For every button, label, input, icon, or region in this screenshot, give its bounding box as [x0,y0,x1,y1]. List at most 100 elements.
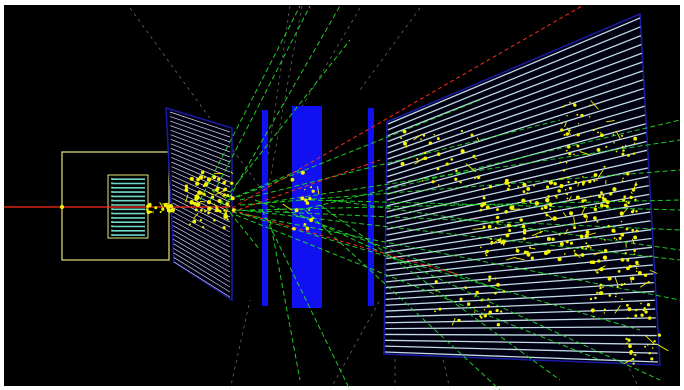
gamma-track [304,209,501,390]
energy-deposit [198,175,204,180]
calorimeter-plane [387,87,644,172]
energy-deposit [582,176,584,178]
energy-deposit [506,223,511,228]
energy-deposit [621,298,623,301]
energy-deposit [626,342,629,345]
energy-deposit [522,182,527,187]
energy-deposit [628,201,630,204]
energy-deposit [290,177,295,182]
energy-deposit [562,106,564,108]
calorimeter-plane [385,345,658,354]
energy-deposit [310,186,313,189]
energy-deposit [194,196,199,201]
energy-deposit [400,137,403,140]
deposit-trail [161,202,170,205]
energy-deposit [485,254,488,257]
calorimeter-plane [384,351,659,363]
energy-deposit [482,225,486,229]
gamma-tracks-group [199,5,681,390]
deposit-trail [474,157,478,160]
energy-deposit [149,210,152,214]
energy-deposit [651,347,654,349]
energy-deposit [213,218,216,222]
energy-deposit [420,138,422,140]
deposit-trail [645,335,656,346]
deposit-trail [632,181,637,191]
tracker-plane [170,120,231,143]
energy-deposit [508,229,512,232]
deposit-trail [594,265,606,272]
energy-deposit [630,276,635,281]
energy-deposit [480,246,482,248]
energy-deposit [576,113,579,116]
energy-deposit [603,308,606,311]
energy-deposit [508,184,511,188]
energy-deposit [644,310,648,314]
energy-deposit [566,197,569,200]
energy-deposit [494,226,498,230]
gamma-track [234,209,681,231]
energy-deposit [621,145,624,148]
energy-deposit [646,303,651,307]
energy-deposit [635,270,638,272]
deposit-trail [531,230,544,237]
calorimeter-planes-group [384,17,659,363]
deposit-trail [597,169,604,178]
energy-deposit [519,218,523,222]
energy-deposit [596,291,599,294]
energy-deposit [633,136,638,141]
energy-deposit [502,243,505,246]
energy-deposit [622,198,626,202]
energy-deposit [573,153,575,156]
deposit-trail [614,276,619,286]
gamma-track [261,209,351,390]
energy-deposit [603,312,606,314]
energy-deposit [605,200,610,205]
energy-deposit [555,218,557,221]
energy-deposit [487,224,492,229]
tracker-plane [173,248,231,283]
gamma-track [199,5,301,201]
energy-deposit [292,226,296,231]
energy-deposit [590,308,595,313]
energy-deposit [459,297,463,301]
energy-deposit [484,252,487,255]
tracker-plane [170,152,231,178]
energy-deposit [224,180,227,183]
energy-deposit [568,186,572,190]
target-core-line [111,216,145,219]
energy-deposit [199,191,203,195]
target-core-line [111,190,145,193]
deposit-trail [590,100,599,110]
energy-deposit [594,296,597,300]
tracker-plane [169,111,231,133]
energy-deposit [560,128,564,132]
energy-deposit [568,129,571,132]
energy-deposit [621,134,624,137]
energy-deposit [556,197,558,199]
energy-deposit [170,204,173,206]
tracker-plane [170,138,231,163]
energy-deposit [604,239,606,241]
energy-deposit [564,104,567,107]
energy-deposit [596,220,599,223]
tracker-plane [172,211,231,243]
energy-deposit [195,181,200,186]
energy-deposit [403,141,407,146]
deposit-trail [413,133,423,141]
energy-deposit [627,338,631,342]
energy-deposit [566,114,568,117]
energy-deposit [568,152,572,156]
energy-deposit [496,282,501,287]
energy-deposit [189,176,194,181]
gamma-track [249,139,681,206]
calorimeter-plane [385,308,656,318]
calorimeter-plane [387,105,645,184]
deposit-trail [483,308,486,311]
energy-deposit [482,196,486,200]
energy-deposit [521,198,526,203]
energy-deposit [475,290,479,295]
energy-deposit [607,224,611,228]
energy-deposit [565,132,570,136]
energy-deposit [304,188,306,191]
